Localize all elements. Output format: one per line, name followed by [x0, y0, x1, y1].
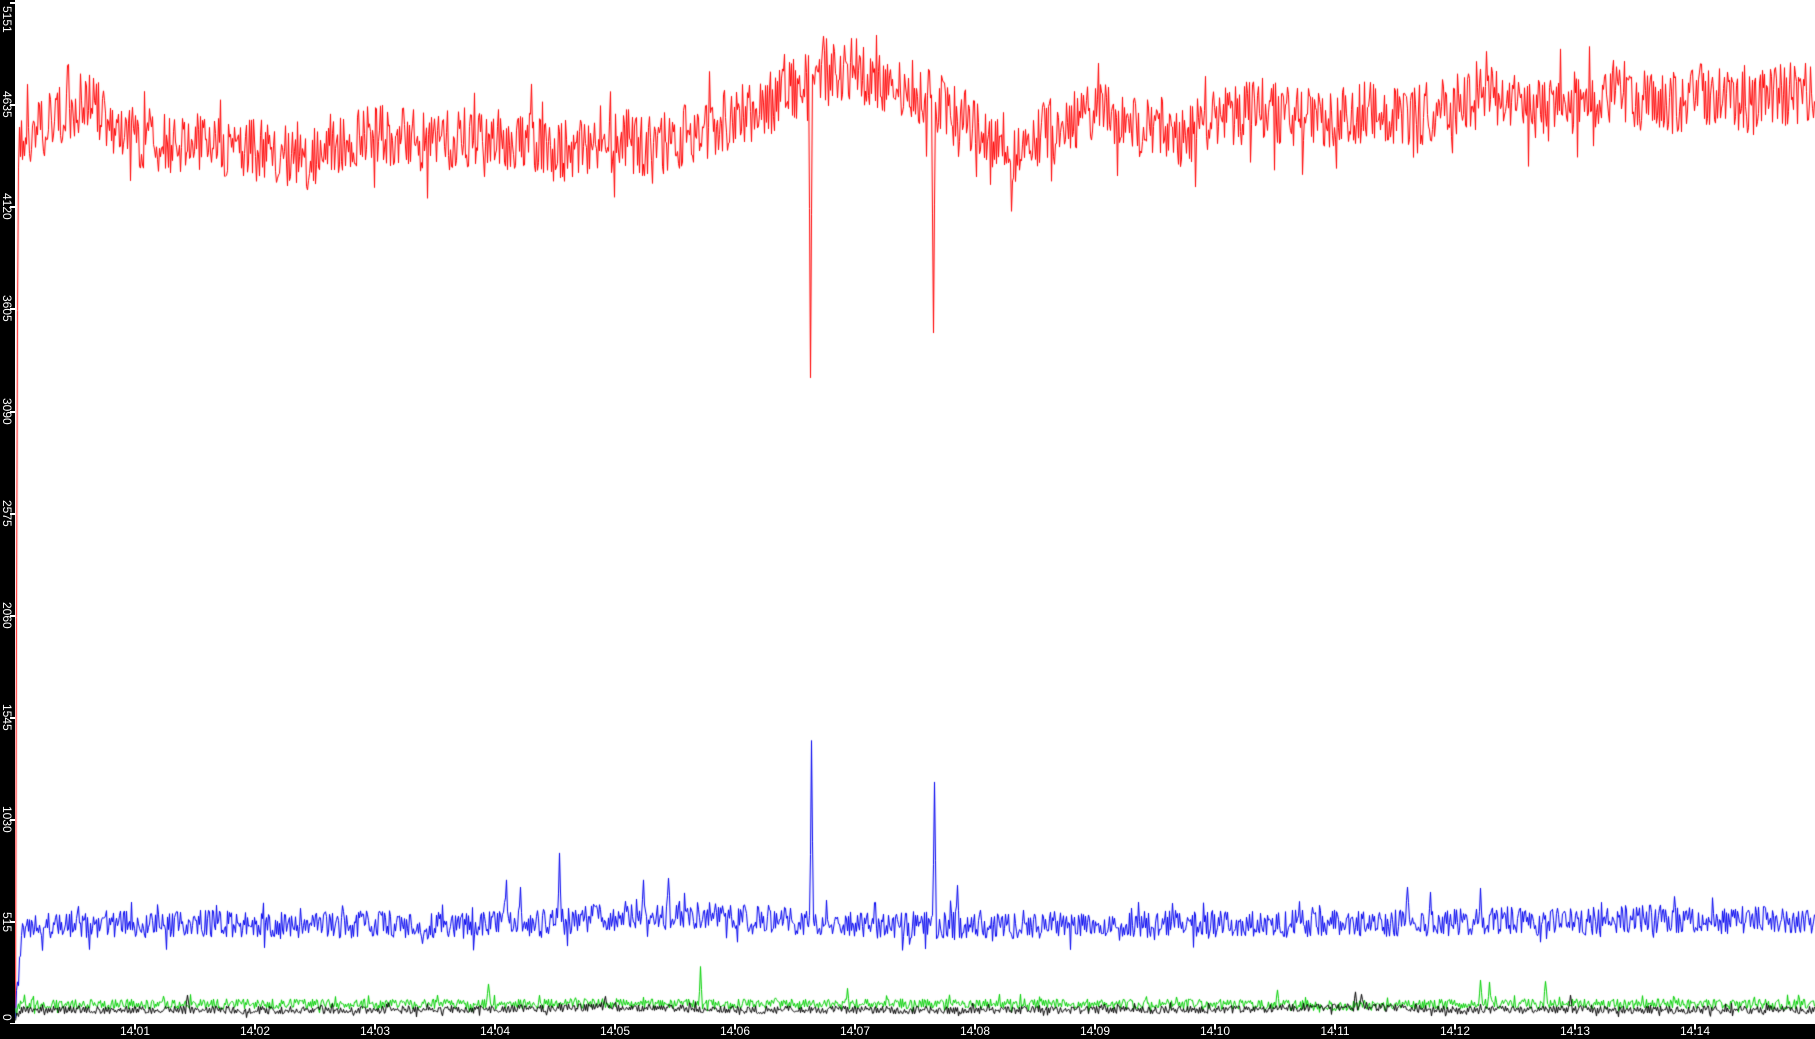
x-axis-tick	[134, 1024, 136, 1029]
y-axis-label: 1030	[0, 806, 14, 834]
x-axis-label: 14:12	[1439, 1024, 1471, 1038]
x-axis-bar: 14:01 14:02 14:03 14:04 14:05 14:06 14:07 14:08…	[0, 1024, 1815, 1039]
x-axis-label: 14:06	[719, 1024, 751, 1038]
x-axis-tick	[1694, 1024, 1696, 1029]
x-axis-tick	[614, 1024, 616, 1029]
y-axis-label: 3090	[0, 398, 14, 426]
x-axis-tick	[1454, 1024, 1456, 1029]
x-axis-label: 14:07	[839, 1024, 871, 1038]
x-axis-label: 14:09	[1079, 1024, 1111, 1038]
y-axis-tick	[10, 411, 15, 413]
x-axis-tick	[254, 1024, 256, 1029]
y-axis-label: 5151	[0, 6, 14, 33]
x-axis-tick	[854, 1024, 856, 1029]
y-axis-tick	[10, 819, 15, 821]
y-axis-bar: 5151 4635 4120 3605 3090 2575 2060 1545 1030 515 0	[0, 0, 15, 1025]
y-axis-tick	[10, 717, 15, 719]
y-axis-tick	[10, 615, 15, 617]
y-axis-label: 515	[0, 911, 14, 932]
x-axis-label: 14:08	[959, 1024, 991, 1038]
x-axis-label: 14:14	[1679, 1024, 1711, 1038]
x-axis-tick	[1214, 1024, 1216, 1029]
x-axis-label: 14:10	[1199, 1024, 1231, 1038]
y-axis-tick	[10, 921, 15, 923]
x-axis-label: 14:11	[1320, 1024, 1350, 1038]
x-axis-label: 14:03	[359, 1024, 391, 1038]
x-axis-tick	[1094, 1024, 1096, 1029]
y-axis-label: 3605	[0, 295, 14, 323]
y-axis-tick	[10, 2, 15, 4]
y-axis-label: 0	[0, 1014, 14, 1021]
y-axis-label: 2060	[0, 602, 14, 630]
x-axis-tick	[494, 1024, 496, 1029]
x-axis-tick	[1574, 1024, 1576, 1029]
x-axis-label: 14:02	[239, 1024, 271, 1038]
y-axis-tick	[10, 513, 15, 515]
x-axis-label: 14:13	[1559, 1024, 1591, 1038]
y-axis-label: 4120	[0, 193, 14, 221]
y-axis-label: 4635	[0, 91, 14, 119]
x-axis-tick	[374, 1024, 376, 1029]
y-axis-tick	[10, 308, 15, 310]
y-axis-label: 1545	[0, 704, 14, 732]
y-axis-tick	[10, 206, 15, 208]
x-axis-tick	[1334, 1024, 1336, 1029]
x-axis-tick	[734, 1024, 736, 1029]
x-axis-tick	[974, 1024, 976, 1029]
x-axis-label: 14:05	[599, 1024, 631, 1038]
y-axis-tick	[10, 104, 15, 106]
x-axis-label: 14:01	[119, 1024, 151, 1038]
y-axis-label: 2575	[0, 500, 14, 528]
x-axis-label: 14:04	[479, 1024, 511, 1038]
